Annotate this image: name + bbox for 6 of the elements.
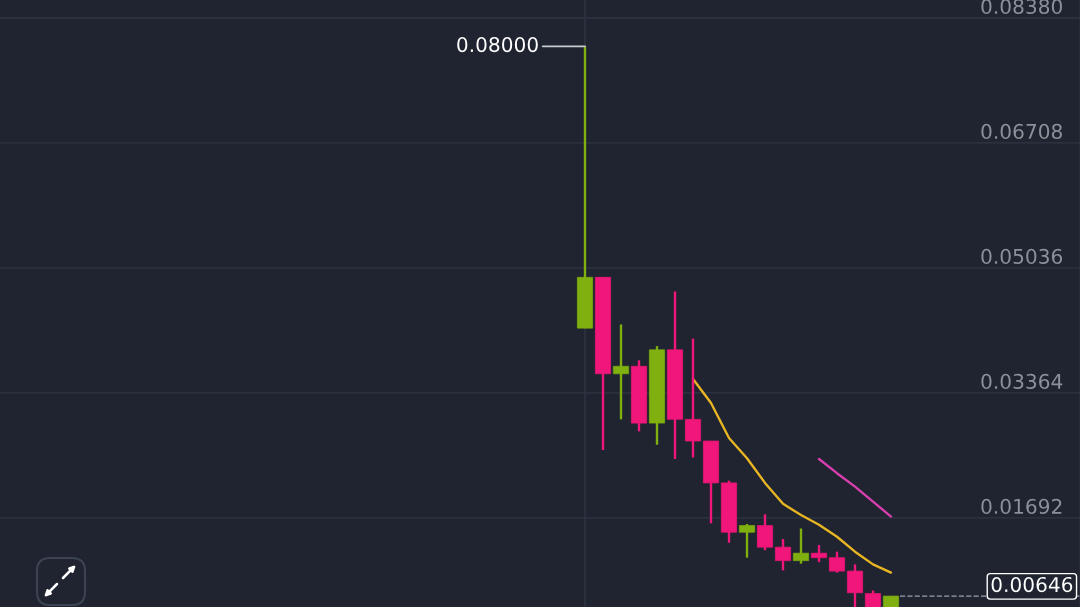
y-tick-label: 0.03364 (981, 373, 1063, 389)
annotation: 0.08000 (457, 36, 538, 53)
y-tick-label: 0.05036 (981, 248, 1063, 265)
y-tick-label: 0.01692 (981, 498, 1062, 514)
ref-line-label: 0.00646 (991, 576, 1073, 593)
y-tick-label: 0.06708 (981, 123, 1062, 140)
